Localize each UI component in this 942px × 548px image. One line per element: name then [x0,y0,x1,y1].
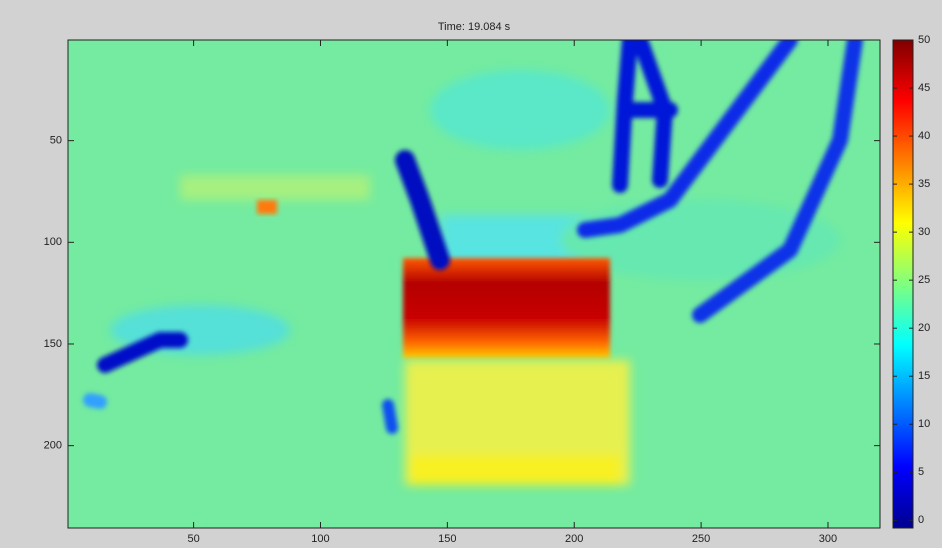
colorbar-tick-label: 30 [918,226,930,238]
colorbar-tick-label: 5 [918,466,924,478]
thermal-image [68,40,880,528]
x-tick-label: 300 [819,533,837,545]
colorbar-tick-label: 10 [918,418,930,430]
chart-title: Time: 19.084 s [438,21,511,33]
colorbar-tick-label: 50 [918,34,930,46]
colorbar-tick-label: 40 [918,130,930,142]
y-tick-label: 200 [44,440,62,452]
y-tick-label: 100 [44,236,62,248]
colorbar [893,40,913,528]
figure: Time: 19.084 s 5010015020025030050100150… [0,0,942,548]
colorbar-tick-label: 20 [918,322,930,334]
x-tick-label: 250 [692,533,710,545]
colorbar-tick-label: 0 [918,514,924,526]
colorbar-tick-label: 25 [918,274,930,286]
y-tick-label: 50 [50,135,62,147]
x-tick-label: 100 [311,533,329,545]
x-tick-label: 200 [565,533,583,545]
colorbar-tick-label: 15 [918,370,930,382]
x-tick-label: 50 [187,533,199,545]
colorbar-tick-label: 45 [918,82,930,94]
y-tick-label: 150 [44,338,62,350]
x-tick-label: 150 [438,533,456,545]
colorbar-tick-label: 35 [918,178,930,190]
